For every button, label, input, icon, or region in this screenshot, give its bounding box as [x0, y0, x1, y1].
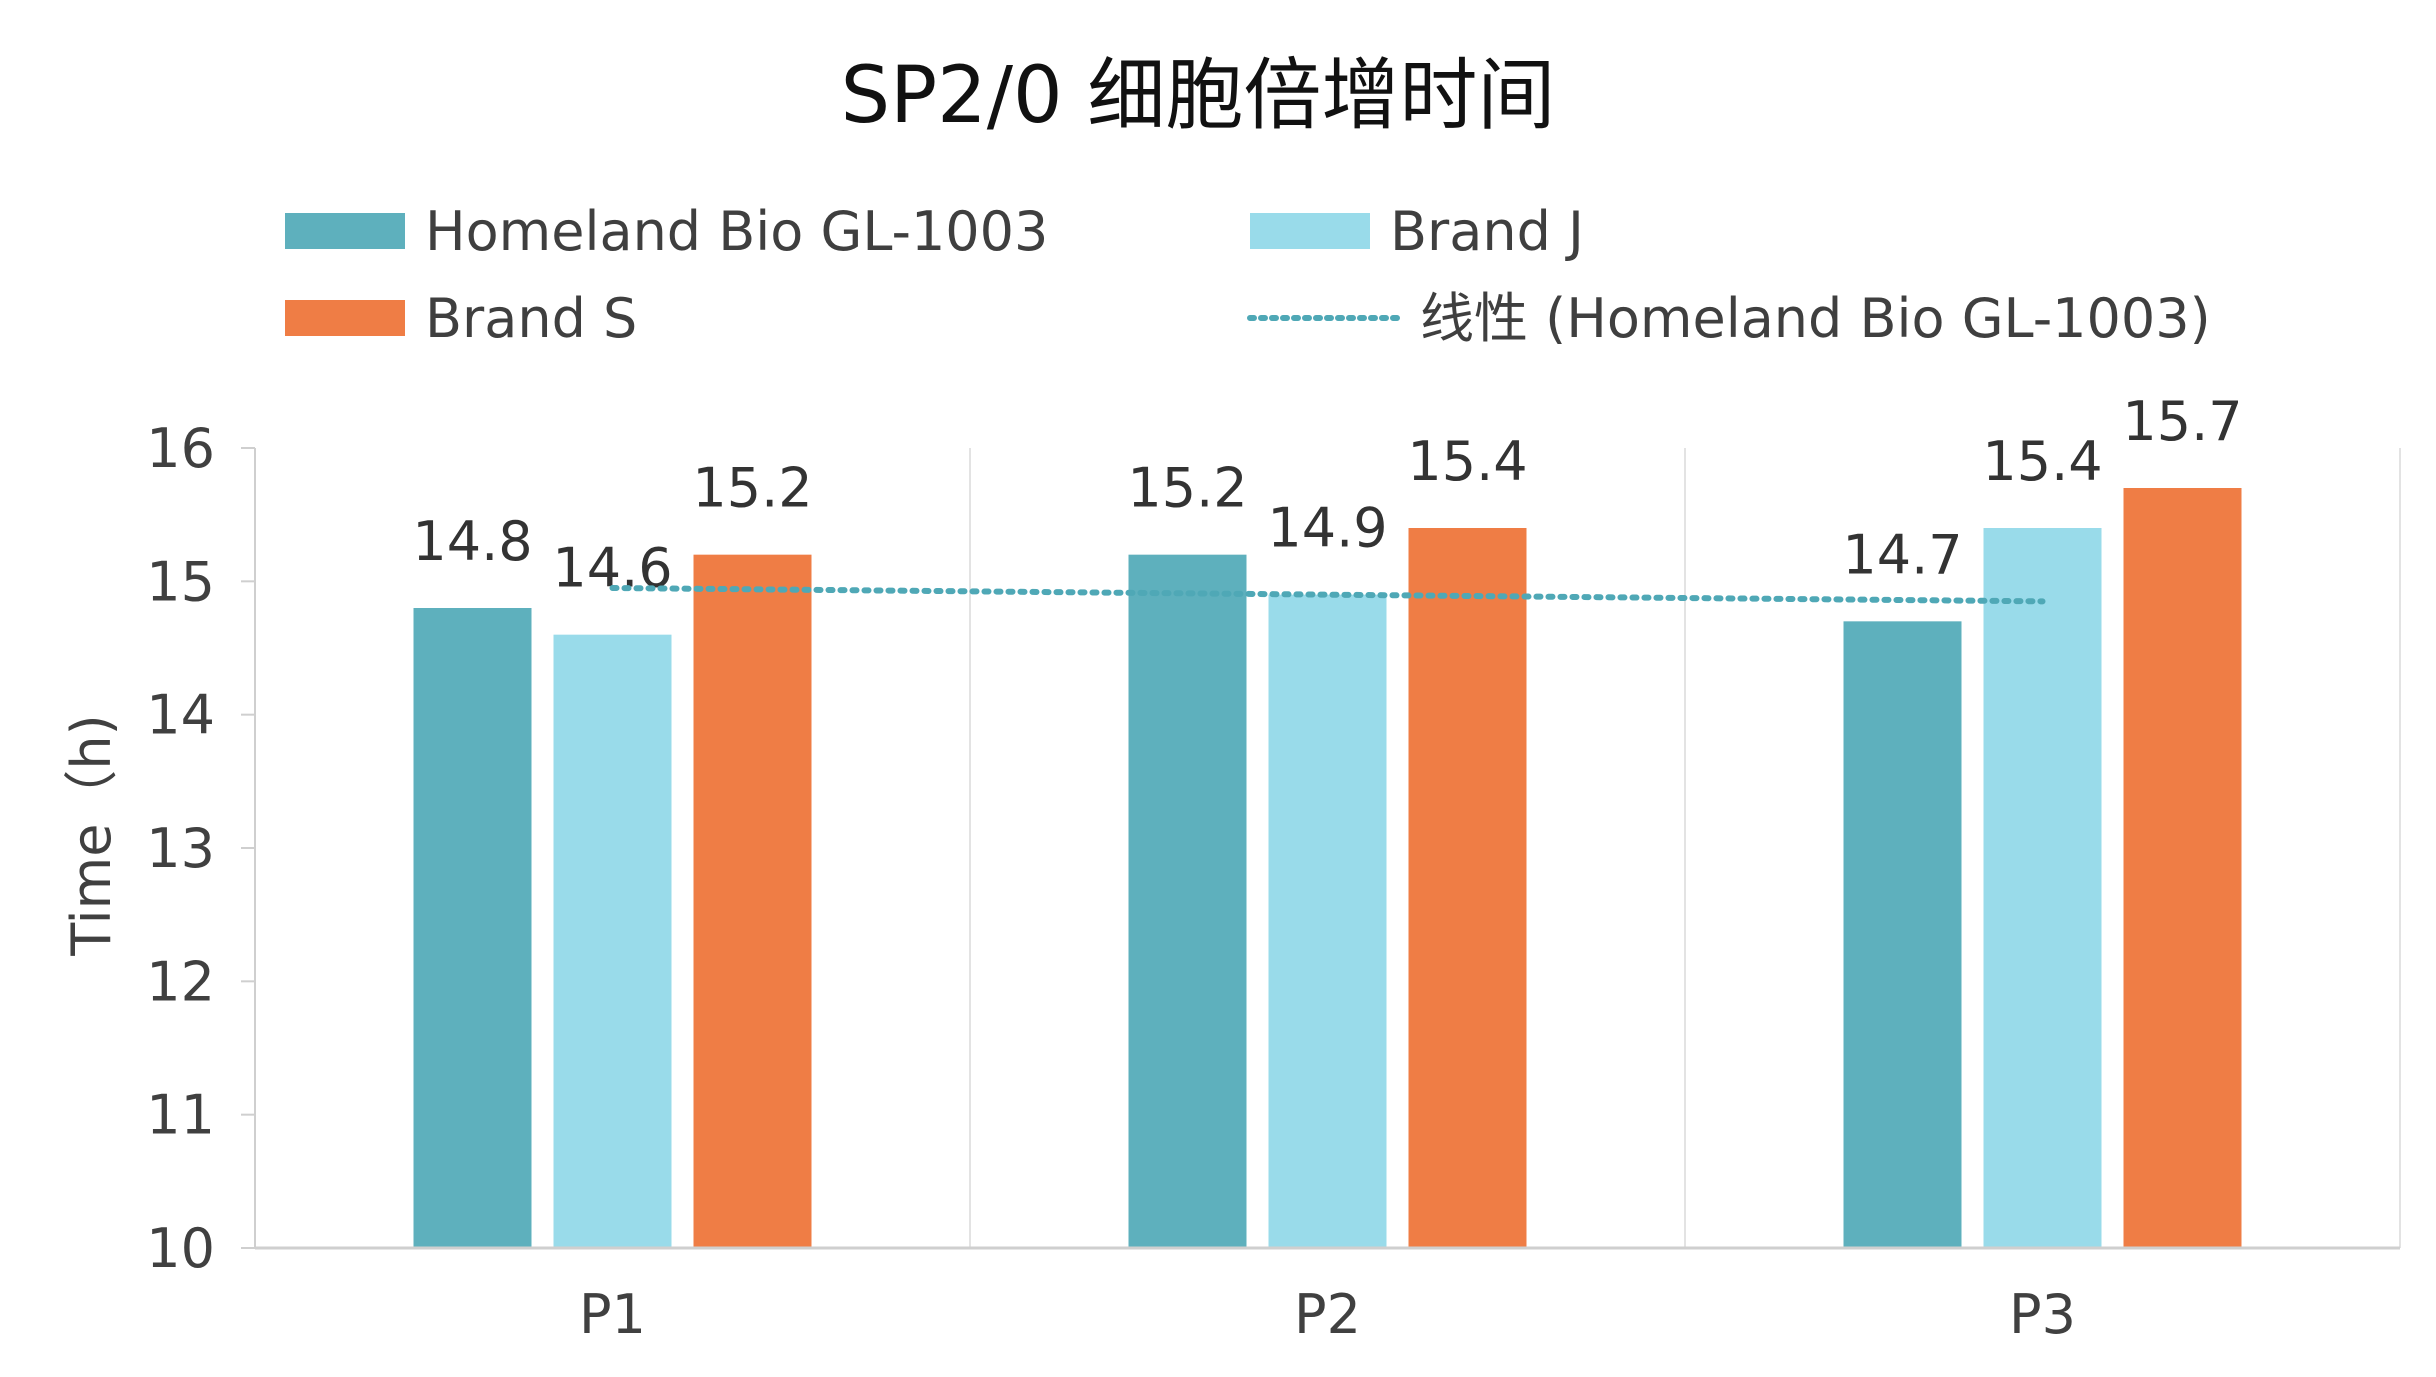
y-axis-label: Time（h): [60, 714, 123, 956]
data-label-brand-s-p2: 15.4: [1407, 430, 1527, 493]
bar-brand-s-p1: [693, 554, 812, 1248]
plot-area: 1011121314151614.815.214.714.614.915.415…: [146, 390, 2401, 1346]
x-tick-label: P3: [2009, 1283, 2076, 1346]
data-label-brand-s-p3: 15.7: [2122, 390, 2242, 453]
x-tick-label: P2: [1294, 1283, 1361, 1346]
y-tick-label: 13: [146, 817, 215, 880]
x-tick-label: P1: [579, 1283, 646, 1346]
data-label-homeland-p3: 14.7: [1842, 523, 1962, 586]
data-label-homeland-p2: 15.2: [1127, 457, 1247, 520]
y-tick-label: 16: [146, 417, 215, 480]
y-tick-label: 15: [146, 550, 215, 613]
data-label-brand-j-p3: 15.4: [1982, 430, 2102, 493]
bar-brand-s-p3: [2123, 488, 2242, 1248]
legend-swatch-brand-s: [285, 300, 405, 336]
y-tick-label: 12: [146, 950, 215, 1013]
legend-label-homeland: Homeland Bio GL-1003: [425, 200, 1048, 263]
bar-homeland-p3: [1843, 621, 1962, 1248]
y-tick-label: 11: [146, 1084, 215, 1147]
bar-brand-j-p1: [553, 634, 672, 1248]
legend-label-brand-j: Brand J: [1390, 200, 1584, 263]
bar-brand-s-p2: [1408, 528, 1527, 1248]
legend-label-trendline: 线性 (Homeland Bio GL-1003): [1420, 287, 2211, 350]
bar-brand-j-p2: [1268, 594, 1387, 1248]
trendline-homeland: [609, 585, 2046, 605]
legend: Homeland Bio GL-1003 Brand J Brand S 线性 …: [285, 200, 2211, 350]
legend-swatch-homeland: [285, 213, 405, 249]
legend-label-brand-s: Brand S: [425, 287, 637, 350]
y-tick-label: 14: [146, 684, 215, 747]
bar-homeland-p1: [413, 608, 532, 1248]
bar-brand-j-p3: [1983, 528, 2102, 1248]
bar-homeland-p2: [1128, 554, 1247, 1248]
data-label-brand-j-p2: 14.9: [1267, 497, 1387, 560]
data-label-homeland-p1: 14.8: [412, 510, 532, 573]
data-label-brand-s-p1: 15.2: [692, 457, 812, 520]
chart-title: SP2/0 细胞倍增时间: [841, 51, 1556, 141]
y-tick-label: 10: [146, 1217, 215, 1280]
legend-swatch-brand-j: [1250, 213, 1370, 249]
